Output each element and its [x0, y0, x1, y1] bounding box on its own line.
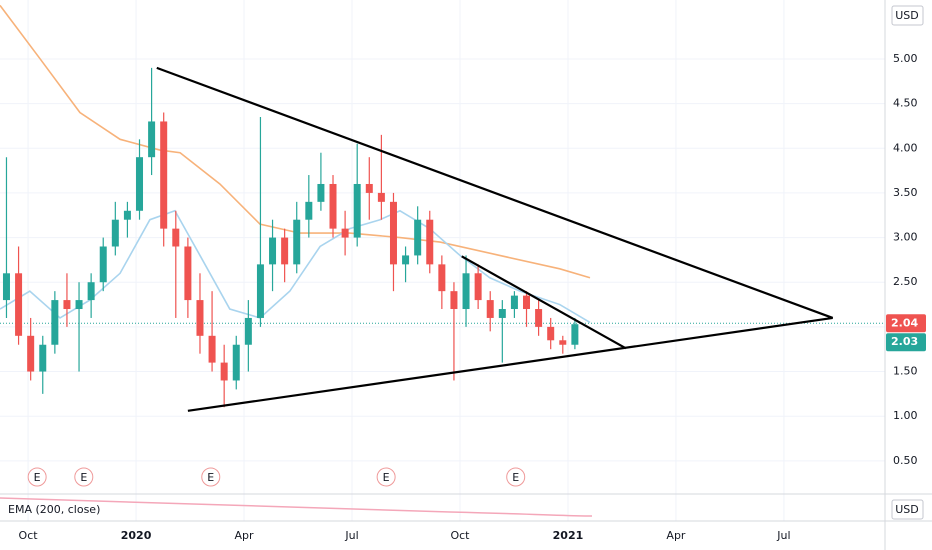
y-tick-label: 3.50 [893, 186, 918, 199]
candle-body [498, 309, 506, 318]
x-tick-label: Oct [450, 529, 470, 542]
earnings-marker [376, 467, 396, 487]
earnings-marker [201, 467, 221, 487]
earnings-label: E [383, 471, 390, 484]
indicator-line [0, 497, 593, 517]
candle-body [39, 344, 47, 372]
y-tick-label: 4.50 [893, 97, 918, 110]
candle-body [341, 228, 349, 238]
x-tick-label: 2021 [553, 529, 584, 542]
candle-body [377, 192, 385, 202]
y-tick-label: 4.00 [893, 141, 918, 154]
candle-body [462, 273, 470, 310]
candle-body [196, 300, 204, 336]
candle-body [244, 317, 252, 345]
candle-body [111, 219, 119, 247]
candle-body [208, 335, 216, 363]
x-tick-label: Oct [19, 529, 39, 542]
candle-body [148, 121, 156, 158]
currency-label[interactable]: USD [895, 9, 919, 22]
price-label-box [886, 314, 926, 333]
candle-body [123, 210, 131, 220]
currency-label[interactable]: USD [895, 503, 919, 516]
price-label-box [886, 333, 926, 352]
price-label: 2.04 [891, 316, 918, 329]
candle-body [136, 157, 144, 211]
candle-body [510, 295, 518, 310]
candle-body [365, 183, 373, 193]
candle-body [232, 344, 240, 381]
candle-body [317, 183, 325, 202]
candle-body [547, 326, 555, 341]
y-tick-label: 1.50 [893, 365, 918, 378]
candle-body [474, 273, 482, 301]
y-tick-label: 0.50 [893, 454, 918, 467]
candle-body [559, 340, 567, 345]
candle-body [160, 121, 168, 229]
candle-body [87, 282, 95, 301]
earnings-label: E [80, 471, 87, 484]
indicator-label: EMA (200, close) [8, 503, 100, 516]
moving-average [0, 209, 591, 324]
trend-line [461, 255, 627, 350]
candle-body [281, 237, 289, 265]
candle-body [305, 201, 313, 220]
candle-body [15, 273, 23, 336]
earnings-label: E [512, 471, 519, 484]
candle-body [63, 300, 71, 310]
candle-body [414, 219, 422, 256]
candle-body [75, 300, 83, 310]
earnings-marker [74, 467, 94, 487]
currency-box[interactable] [891, 499, 924, 520]
earnings-marker [506, 467, 526, 487]
x-tick-label: Apr [235, 529, 255, 542]
y-tick-label: 1.00 [893, 409, 918, 422]
candle-body [353, 183, 361, 238]
grid [0, 0, 885, 521]
x-tick-label: Jul [776, 529, 790, 542]
candle-body [450, 291, 458, 310]
currency-box[interactable] [891, 5, 924, 26]
candle-body [27, 335, 35, 372]
candle-body [99, 246, 107, 283]
y-tick-label: 5.00 [893, 52, 918, 65]
candle-body [438, 264, 446, 292]
candle-body [293, 219, 301, 265]
y-tick-label: 2.50 [893, 275, 918, 288]
candle-body [329, 183, 337, 229]
price-label: 2.03 [891, 335, 918, 348]
earnings-marker [27, 467, 47, 487]
x-tick-label: Jul [344, 529, 358, 542]
candle-body [51, 300, 59, 345]
x-tick-label: Apr [666, 529, 686, 542]
candle-body [220, 362, 228, 381]
x-tick-label: 2020 [121, 529, 152, 542]
candle-body [389, 201, 397, 265]
candle-body [2, 273, 10, 301]
candle-body [184, 246, 192, 301]
trend-line [187, 316, 833, 412]
candle-body [172, 228, 180, 247]
candle-body [486, 300, 494, 318]
candle-body [402, 255, 410, 265]
candle-body [426, 219, 434, 265]
candle-body [523, 295, 531, 310]
earnings-label: E [207, 471, 214, 484]
candle-body [269, 237, 277, 265]
candle-body [571, 324, 579, 345]
candle-body [256, 264, 264, 318]
y-tick-label: 3.00 [893, 231, 918, 244]
trend-line [156, 66, 834, 319]
candle-body [535, 309, 543, 327]
earnings-label: E [34, 471, 41, 484]
